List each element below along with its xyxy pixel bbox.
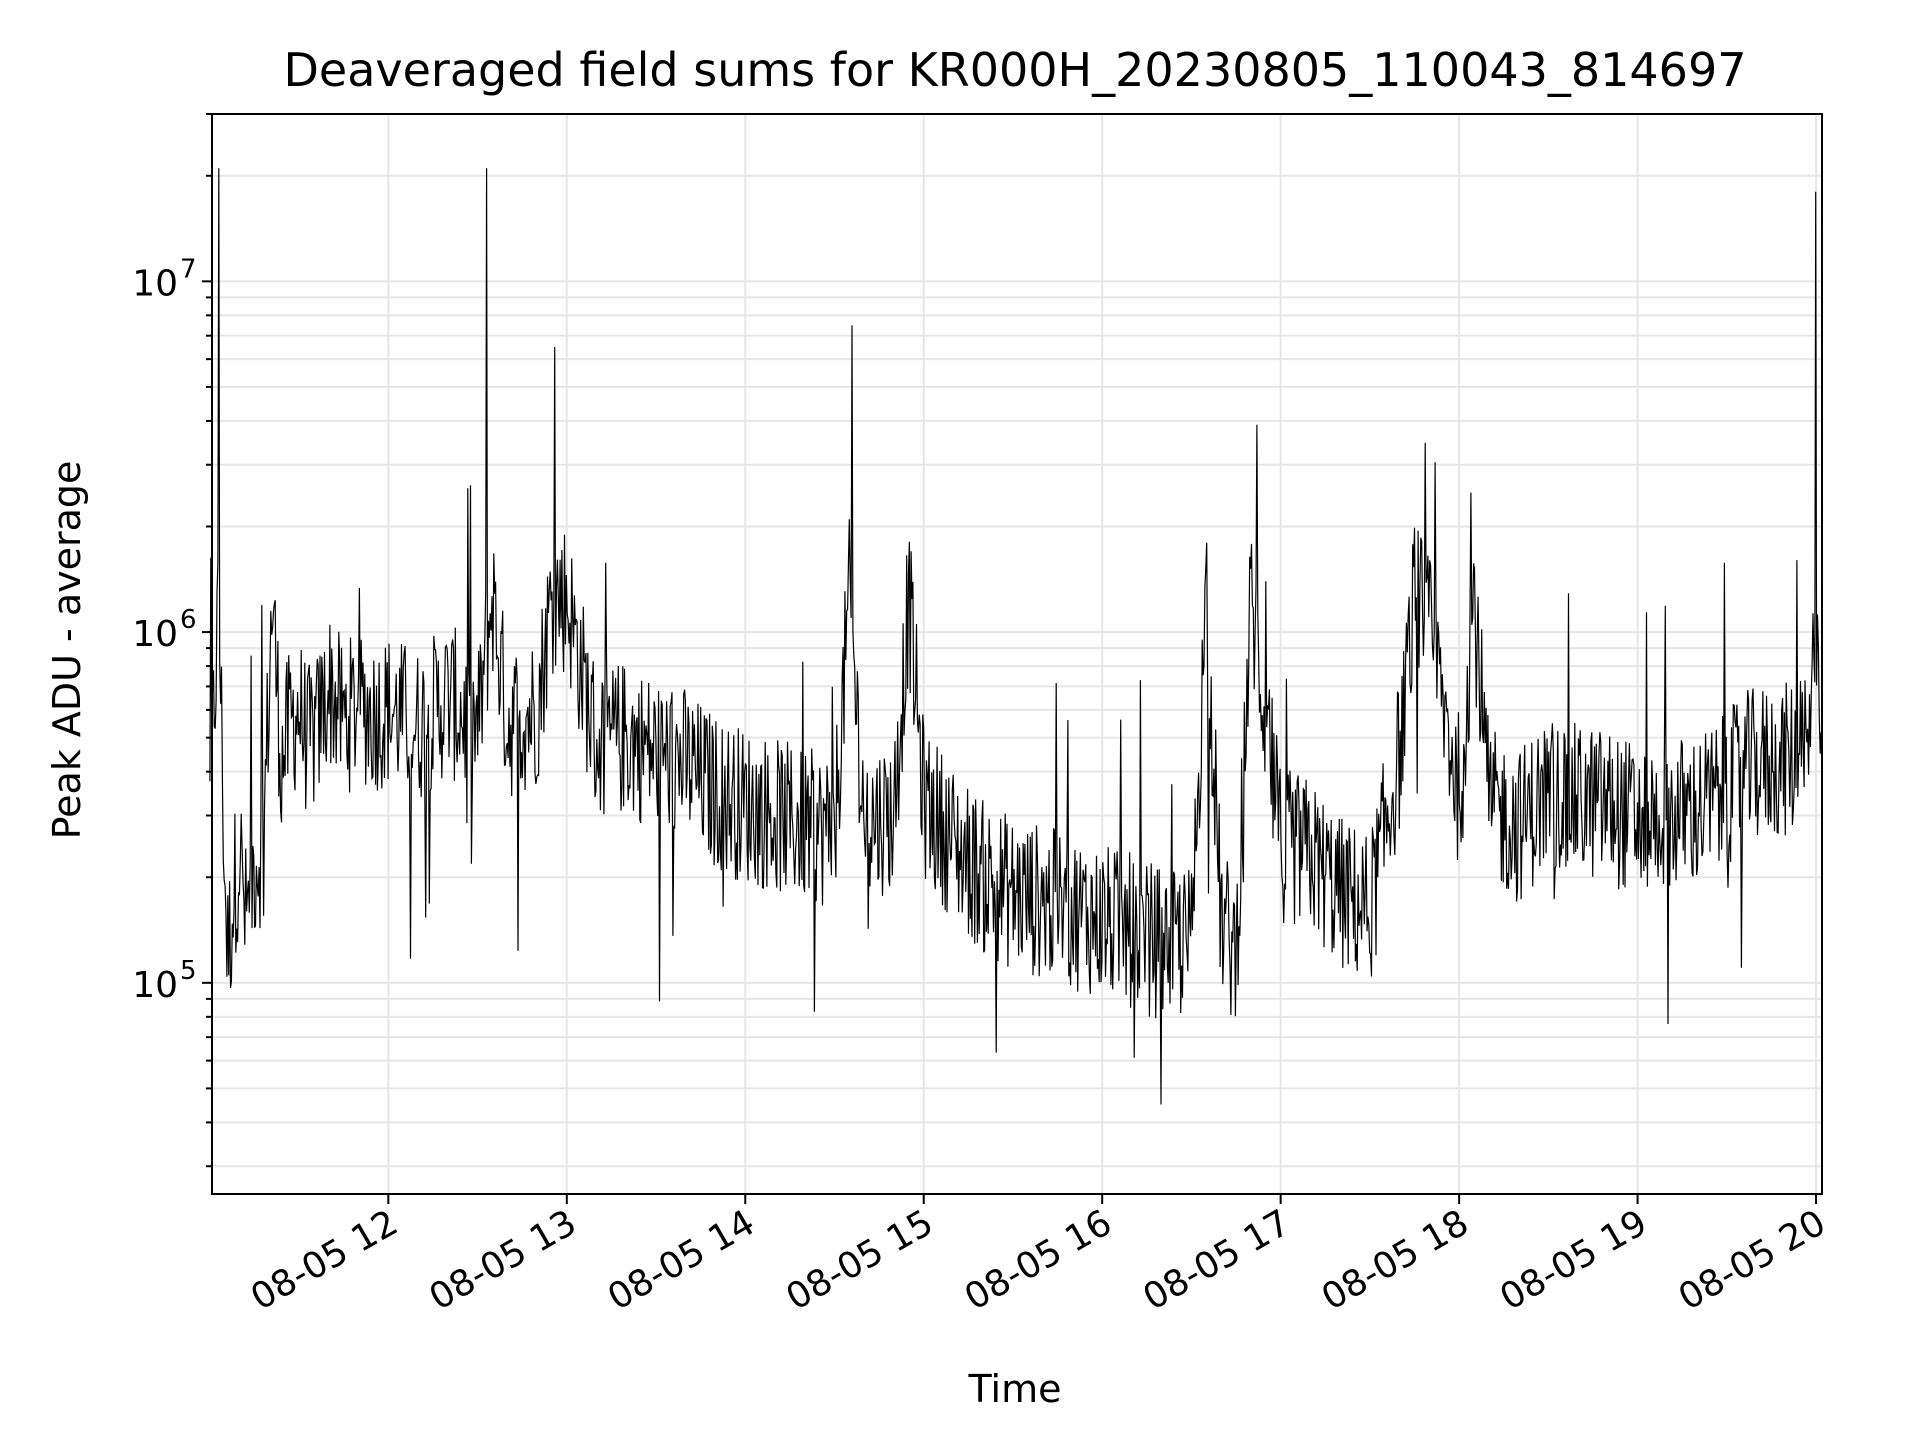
axes-frame [211, 113, 1823, 1195]
plot-area [209, 168, 1823, 1105]
chart-title: Deaveraged field sums for KR000H_2023080… [284, 43, 1747, 97]
y-tick-label: 10 [132, 263, 178, 304]
series-line [209, 168, 1823, 1105]
y-tick-label-exponent: 7 [180, 254, 197, 284]
y-tick-label-exponent: 6 [180, 605, 197, 635]
y-axis-label: Peak ADU - average [45, 461, 89, 840]
y-tick-label: 10 [132, 965, 178, 1006]
y-tick-label: 10 [132, 614, 178, 655]
x-axis-label: Time [968, 1367, 1062, 1411]
y-tick-label-exponent: 5 [180, 956, 197, 986]
